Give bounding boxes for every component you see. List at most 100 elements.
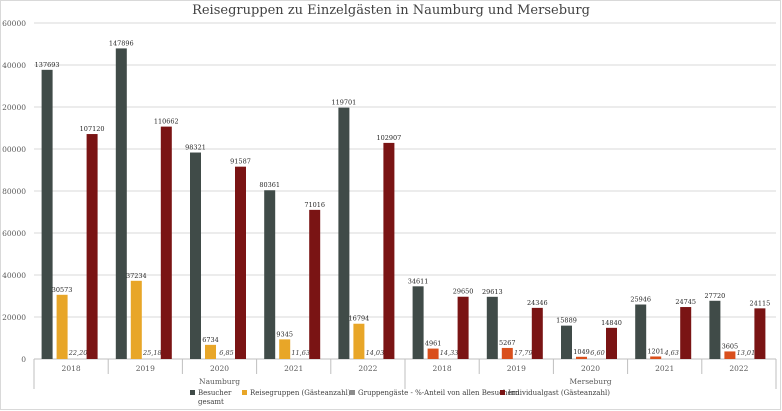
legend-swatch [500, 390, 505, 395]
legend-label: Gruppengäste - %-Anteil von allen Besuch… [358, 389, 520, 397]
data-label: 119701 [331, 99, 356, 107]
y-tick-label: 40000 [2, 271, 26, 280]
data-label: 110662 [154, 118, 179, 126]
data-label: 24346 [527, 299, 548, 307]
bar [41, 69, 53, 360]
bar [56, 294, 68, 359]
bar [264, 190, 276, 359]
data-label: 98321 [185, 144, 206, 152]
bar [680, 307, 692, 359]
group-label: Merseburg [569, 377, 611, 386]
x-tick-label: 2018 [433, 364, 452, 373]
bar [383, 142, 395, 359]
bar [754, 308, 766, 359]
legend-label: Individualgast (Gästeanzahl) [508, 389, 610, 397]
data-label: 1049 [573, 348, 590, 356]
y-tick-label: 140000 [0, 61, 26, 70]
x-tick-label: 2022 [729, 364, 748, 373]
y-tick-label: 60000 [2, 229, 26, 238]
legend-label: Besucher [198, 389, 232, 397]
bar [650, 356, 662, 359]
bar [576, 356, 587, 359]
data-label: 22,20 [68, 349, 88, 357]
data-label: 4961 [425, 340, 442, 348]
bar [412, 286, 424, 359]
bar [160, 126, 172, 359]
data-label: 29613 [482, 288, 503, 296]
x-tick-label: 2020 [581, 364, 600, 373]
data-label: 34611 [408, 277, 429, 285]
data-label: 25946 [630, 296, 651, 304]
data-label: 91587 [230, 158, 251, 166]
data-label: 24745 [675, 298, 696, 306]
bar [279, 339, 291, 359]
data-label: 37234 [126, 272, 147, 280]
data-label: 16794 [349, 315, 370, 323]
legend-swatch [242, 390, 247, 395]
x-tick-label: 2019 [136, 364, 155, 373]
y-tick-label: 160000 [0, 19, 26, 28]
data-label: 14,03 [366, 349, 385, 357]
y-tick-label: 0 [21, 355, 26, 364]
group-label: Naumburg [199, 377, 240, 386]
data-label: 6734 [202, 336, 219, 344]
data-label: 80361 [259, 181, 280, 189]
legend-label: Reisegruppen (Gästeanzahl) [250, 389, 351, 397]
bar [457, 296, 469, 359]
x-tick-label: 2019 [507, 364, 526, 373]
legend-label: gesamt [198, 398, 224, 406]
y-tick-label: 120000 [0, 103, 26, 112]
data-label: 30573 [52, 286, 73, 294]
bar [709, 300, 721, 359]
data-label: 6,60 [590, 349, 604, 357]
x-tick-label: 2020 [210, 364, 229, 373]
bar [130, 280, 142, 359]
chart-title: Reisegruppen zu Einzelgästen in Naumburg… [192, 3, 590, 18]
data-label: 9345 [276, 330, 293, 338]
data-label: 1201 [647, 347, 664, 355]
bar [561, 325, 572, 359]
data-label: 25,18 [142, 349, 162, 357]
data-label: 24115 [750, 299, 771, 307]
bar [235, 166, 246, 359]
data-label: 14840 [601, 319, 622, 327]
bar [205, 344, 216, 359]
data-label: 71016 [304, 201, 325, 209]
data-label: 11,63 [291, 349, 310, 357]
bar [635, 304, 647, 359]
x-tick-label: 2022 [358, 364, 377, 373]
data-label: 4,63 [663, 349, 678, 357]
bar [724, 351, 736, 359]
bar [86, 134, 98, 359]
data-label: 3605 [722, 342, 739, 350]
data-label: 29650 [453, 288, 474, 296]
data-label: 107120 [80, 125, 105, 133]
legend-swatch [350, 390, 355, 395]
y-tick-label: 20000 [2, 313, 26, 322]
data-label: 6,85 [219, 349, 233, 357]
data-label: 137693 [35, 61, 60, 69]
x-tick-label: 2021 [284, 364, 303, 373]
data-label: 27720 [705, 292, 726, 300]
bar [486, 296, 498, 359]
y-tick-label: 100000 [0, 145, 26, 154]
x-tick-label: 2018 [62, 364, 81, 373]
bar [190, 152, 201, 359]
data-label: 147896 [109, 39, 134, 47]
bar [501, 347, 513, 359]
data-label: 14,33 [440, 349, 459, 357]
bar [427, 348, 439, 359]
bar [531, 307, 543, 359]
data-label: 5267 [499, 339, 516, 347]
bar [606, 327, 617, 359]
data-label: 15889 [556, 317, 577, 325]
bar [353, 323, 365, 359]
bar [115, 48, 127, 360]
legend-swatch [190, 390, 195, 395]
bar [309, 209, 321, 359]
data-label: 13,01 [737, 349, 756, 357]
data-label: 17,79 [514, 349, 533, 357]
data-label: 102907 [376, 134, 401, 142]
